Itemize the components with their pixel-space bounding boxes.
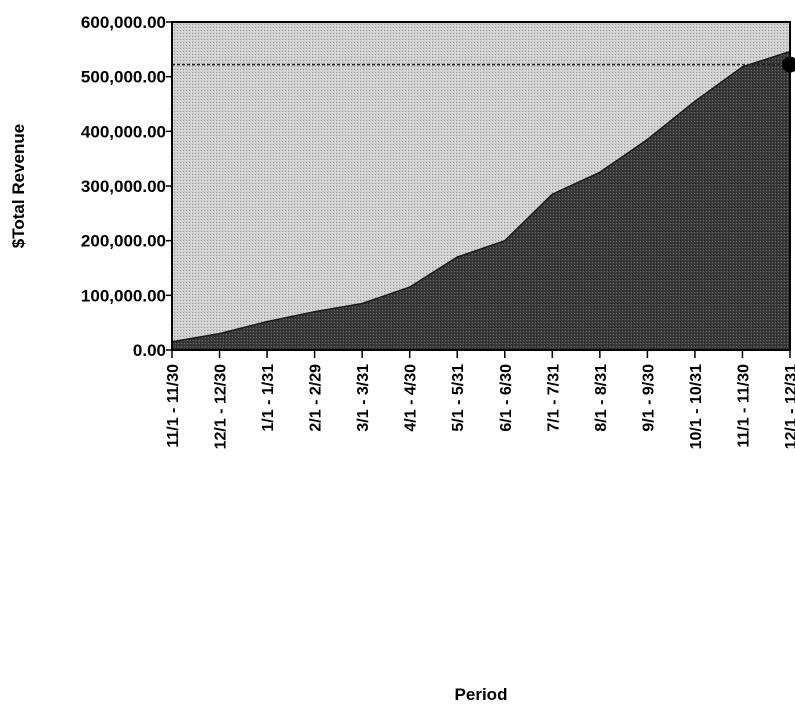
x-tick-label: 6/1 - 6/30 xyxy=(498,364,515,432)
x-tick-label: 11/1 - 11/30 xyxy=(165,364,182,448)
y-axis-title: $Total Revenue xyxy=(9,124,28,248)
data-point xyxy=(694,100,696,103)
data-point xyxy=(646,138,649,141)
x-axis: 11/1 - 11/30 12/1 - 12/30 1/1 - 1/31 2/1 - … xyxy=(165,350,795,449)
x-tick-label: 11/1 - 11/30 xyxy=(735,364,752,448)
y-tick-label: 100,000.00 xyxy=(81,286,166,305)
x-tick-label: 5/1 - 5/31 xyxy=(450,364,467,432)
data-point xyxy=(551,193,554,195)
y-axis: 0.00 100,000.00 200,000.00 300,000.00 400,00… xyxy=(81,13,172,360)
data-point xyxy=(266,320,268,323)
x-tick-label: 12/1 - 12/30 xyxy=(213,364,230,450)
data-point xyxy=(408,286,411,288)
x-tick-label: 12/1 - 12/31 xyxy=(783,364,795,450)
x-tick-label: 2/1 - 2/29 xyxy=(308,364,325,432)
y-tick-label: 400,000.00 xyxy=(81,122,166,141)
data-point xyxy=(504,239,506,242)
y-tick-label: 600,000.00 xyxy=(81,13,166,32)
x-tick-label: 9/1 - 9/30 xyxy=(640,364,657,432)
x-tick-label: 3/1 - 3/31 xyxy=(355,364,372,432)
x-tick-label: 10/1 - 10/31 xyxy=(688,364,705,450)
x-tick-label: 8/1 - 8/31 xyxy=(593,364,610,432)
x-tick-label: 1/1 - 1/31 xyxy=(260,364,277,432)
data-point xyxy=(361,302,364,305)
y-tick-label: 300,000.00 xyxy=(81,177,166,196)
data-point xyxy=(456,256,459,258)
y-tick-label: 200,000.00 xyxy=(81,232,166,251)
y-tick-label: 500,000.00 xyxy=(81,68,166,87)
data-point xyxy=(741,66,744,68)
end-marker xyxy=(782,56,795,73)
x-tick-label: 4/1 - 4/30 xyxy=(403,364,420,432)
data-point xyxy=(313,310,316,313)
data-point xyxy=(599,171,601,174)
data-point xyxy=(218,332,221,335)
x-tick-label: 7/1 - 7/31 xyxy=(545,364,562,432)
y-tick-label: 0.00 xyxy=(133,341,166,360)
x-axis-title: Period xyxy=(455,685,508,704)
